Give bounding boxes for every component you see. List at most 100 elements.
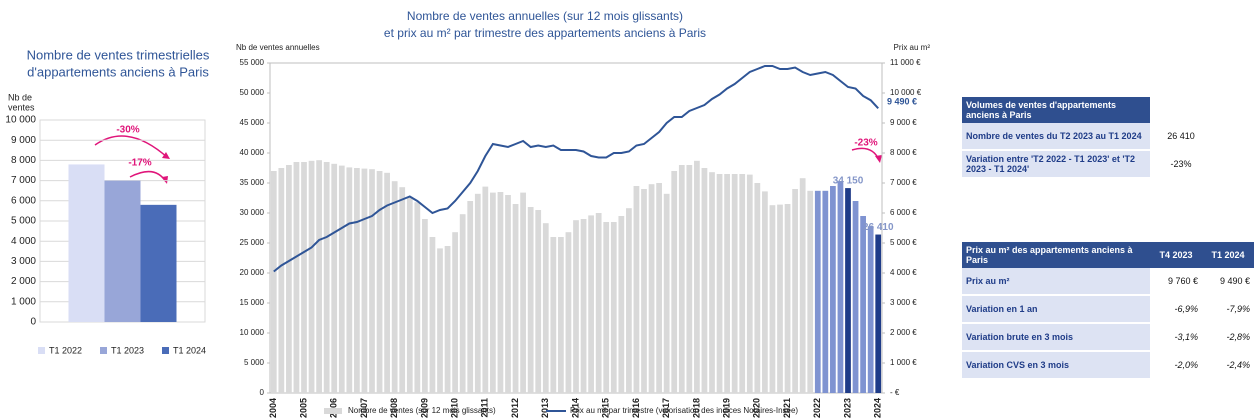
bar — [452, 232, 458, 393]
x-tick-label: T1 2024 — [873, 398, 883, 419]
bar — [739, 174, 746, 393]
cell: -3,1% — [1150, 323, 1202, 352]
legend-swatch — [38, 347, 45, 354]
y-tick-label: 1 000 — [11, 296, 36, 307]
bar — [784, 204, 791, 393]
y-axis-label: ventes — [8, 102, 35, 112]
x-tick-label: T1 2016 — [631, 398, 641, 419]
y2-tick-label: 3 000 € — [890, 298, 917, 307]
bar — [104, 180, 141, 322]
line — [273, 65, 879, 273]
chart-title: d'appartements anciens à Paris — [27, 64, 209, 79]
y2-tick-label: 9 000 € — [890, 118, 917, 127]
bar — [678, 165, 685, 393]
bar — [754, 183, 761, 393]
bar — [588, 215, 594, 393]
annotation: -17% — [128, 158, 151, 169]
x-tick-label: T1 2015 — [601, 398, 611, 419]
cell: -2,4% — [1202, 351, 1254, 380]
cell: 9 490 € — [1202, 268, 1254, 296]
bar — [308, 160, 315, 393]
bar — [361, 168, 368, 393]
bar — [406, 196, 413, 393]
y-tick-label: 5 000 — [11, 216, 36, 227]
y-tick-label: 3 000 — [11, 256, 36, 267]
bar — [293, 162, 300, 393]
price-table: Prix au m² des appartements anciens à Pa… — [962, 242, 1254, 380]
bar — [535, 210, 542, 393]
cell: -7,9% — [1202, 295, 1254, 324]
bar — [633, 186, 640, 393]
chart-title: Nombre de ventes annuelles (sur 12 mois … — [407, 9, 683, 23]
bar — [686, 165, 693, 393]
annotation: -30% — [116, 125, 139, 136]
row-label: Variation en 1 an — [962, 295, 1150, 324]
bar — [391, 181, 398, 393]
bar — [860, 216, 866, 393]
chart-title: et prix au m² par trimestre des appartem… — [384, 26, 706, 40]
bar — [505, 195, 511, 393]
cell: -23% — [1150, 150, 1212, 179]
y-tick-label: 0 — [30, 317, 36, 328]
x-tick-label: T1 2020 — [752, 398, 762, 419]
bar — [459, 214, 466, 393]
y2-tick-label: - € — [890, 388, 900, 397]
bar — [331, 163, 338, 393]
bar — [527, 207, 534, 393]
bar — [573, 220, 579, 393]
x-tick-label: T1 2013 — [540, 398, 550, 419]
cell: 26 410 — [1150, 123, 1212, 151]
bar — [558, 237, 564, 393]
bar — [852, 201, 859, 393]
cell: -6,9% — [1150, 295, 1202, 324]
bar — [437, 248, 443, 393]
y2-tick-label: 6 000 € — [890, 208, 917, 217]
bar — [346, 167, 353, 393]
row-label: Variation brute en 3 mois — [962, 323, 1150, 352]
y2-axis-label: Prix au m² — [894, 43, 931, 52]
legend-label: T1 2024 — [173, 345, 206, 355]
row-label: Variation entre 'T2 2022 - T1 2023' et '… — [962, 150, 1150, 179]
bar — [565, 232, 572, 393]
y2-tick-label: 2 000 € — [890, 328, 917, 337]
y-tick-label: 15 000 — [240, 298, 265, 307]
bar — [301, 162, 307, 393]
legend-swatch — [162, 347, 169, 354]
value-label: 9 490 € — [887, 97, 917, 107]
bar — [338, 165, 345, 393]
y-tick-label: 10 000 — [5, 115, 36, 126]
bar — [542, 223, 549, 393]
bar — [731, 174, 738, 393]
value-label: 26 410 — [863, 222, 894, 233]
arrow-head — [875, 155, 882, 163]
x-tick-label: T1 2012 — [510, 398, 520, 419]
x-tick-label: T1 2014 — [570, 398, 580, 419]
x-tick-label: T1 2018 — [691, 398, 701, 419]
bar — [369, 169, 375, 393]
bar — [422, 219, 428, 393]
bar — [762, 191, 768, 393]
cell — [1150, 97, 1212, 123]
y-tick-label: 6 000 — [11, 195, 36, 206]
bar — [716, 174, 723, 393]
y2-tick-label: 11 000 € — [890, 58, 921, 67]
bar — [845, 188, 851, 393]
arrow — [94, 135, 169, 159]
bar — [497, 192, 504, 393]
table-header: T4 2023 — [1150, 242, 1202, 268]
bar — [618, 216, 625, 393]
annotation: -23% — [854, 138, 877, 149]
y-tick-label: 0 — [260, 388, 265, 397]
y2-tick-label: 4 000 € — [890, 268, 917, 277]
y-tick-label: 35 000 — [240, 178, 265, 187]
x-tick-label: T1 2022 — [812, 398, 822, 419]
bar — [474, 193, 481, 393]
chart-title: Nombre de ventes trimestrielles — [27, 47, 210, 62]
y-tick-label: 55 000 — [240, 58, 265, 67]
bar — [429, 237, 436, 393]
arrow — [851, 147, 880, 161]
bar — [414, 202, 421, 393]
y-tick-label: 5 000 — [244, 358, 265, 367]
row-label: Prix au m² — [962, 268, 1150, 296]
bar — [701, 168, 708, 393]
